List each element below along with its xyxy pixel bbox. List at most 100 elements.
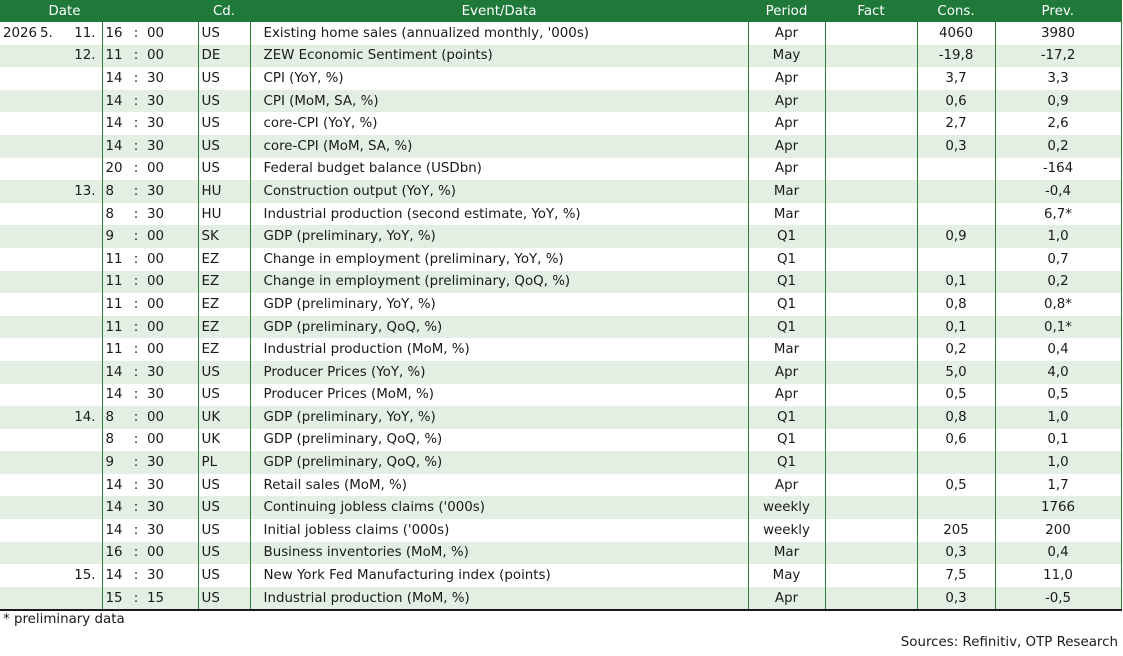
country-code: EZ — [197, 293, 251, 316]
header-country-code: Cd. — [212, 3, 236, 19]
date-day — [58, 271, 102, 294]
header-event: Event/Data — [461, 3, 537, 19]
previous-value: 0,8* — [994, 293, 1122, 316]
date-day — [58, 135, 102, 158]
date-month — [38, 271, 58, 294]
consensus-value: 4060 — [916, 22, 996, 45]
period: Apr — [747, 157, 826, 181]
previous-value: 4,0 — [994, 360, 1122, 384]
country-code: EZ — [197, 270, 251, 294]
header-fact: Fact — [857, 3, 885, 19]
previous-value: 0,9 — [994, 89, 1122, 113]
header-time-spacer — [129, 0, 198, 22]
date-year — [0, 45, 38, 68]
consensus-value: 0,6 — [916, 428, 996, 452]
time-separator: : — [133, 206, 139, 222]
table-row: 14:30 US CPI (MoM, SA, %) Apr 0,6 0,9 — [0, 89, 1122, 113]
time-minute: 30 — [147, 477, 165, 493]
period: Apr — [747, 22, 826, 45]
table-row: 11:00 EZ Change in employment (preliminary… — [0, 270, 1122, 294]
table-row: 14:30 US core-CPI (YoY, %) Apr 2,7 2,6 — [0, 112, 1122, 135]
consensus-value — [916, 247, 996, 271]
table-row: 15:15 US Industrial production (MoM, %) Apr… — [0, 586, 1122, 611]
time-minute: 15 — [147, 590, 165, 606]
event-name: Initial jobless claims ('000s) — [249, 519, 749, 542]
period: Apr — [747, 112, 826, 135]
date-year — [0, 474, 38, 497]
time-minute: 30 — [147, 522, 165, 538]
fact-value — [824, 247, 918, 271]
country-code: US — [197, 67, 251, 90]
date-year — [0, 338, 38, 361]
consensus-value: 0,3 — [916, 134, 996, 158]
time-minute: 30 — [147, 116, 165, 132]
time-hour: 11 — [101, 338, 130, 361]
event-name: ZEW Economic Sentiment (points) — [249, 44, 749, 68]
consensus-value: 0,9 — [916, 225, 996, 248]
footnote: * preliminary data — [3, 612, 125, 627]
time-hour: 11 — [101, 293, 130, 316]
table-row: 11:00 EZ Industrial production (MoM, %) Mar… — [0, 338, 1122, 361]
time-hour: 14 — [101, 473, 130, 497]
table-row: 14. 8:00 UK GDP (preliminary, YoY, %) Q1 0,8 1… — [0, 406, 1122, 429]
table-row: 14:30 US CPI (YoY, %) Apr 3,7 3,3 — [0, 67, 1122, 90]
fact-value — [824, 67, 918, 90]
date-day — [58, 316, 102, 339]
time-separator: : — [133, 161, 139, 177]
period: weekly — [747, 496, 826, 520]
time-hour: 14 — [101, 496, 130, 520]
date-month — [38, 542, 58, 565]
time-minute: 00 — [147, 432, 165, 448]
table-row: 12. 11:00 DE ZEW Economic Sentiment (points… — [0, 44, 1122, 68]
country-code: EZ — [197, 338, 251, 361]
country-code: EZ — [197, 315, 251, 339]
date-year — [0, 135, 38, 158]
period: Mar — [747, 202, 826, 226]
period: Apr — [747, 89, 826, 113]
time-hour: 8 — [101, 406, 130, 429]
time-separator: : — [133, 364, 139, 380]
time-hour: 14 — [101, 67, 130, 90]
table-row: 14:30 US Initial jobless claims ('000s) wee… — [0, 519, 1122, 542]
time-hour: 14 — [101, 383, 130, 407]
period: Q1 — [747, 428, 826, 452]
date-month — [38, 496, 58, 519]
date-month — [38, 293, 58, 316]
date-day — [58, 429, 102, 452]
date-year — [0, 90, 38, 113]
date-month: 5. — [40, 25, 53, 41]
fact-value — [824, 519, 918, 542]
table-row: 14:30 US Retail sales (MoM, %) Apr 0,5 1,7 — [0, 473, 1122, 497]
date-month — [38, 406, 58, 429]
date-month — [38, 67, 58, 90]
fact-value — [824, 157, 918, 181]
period: Apr — [747, 586, 826, 611]
time-separator: : — [133, 93, 139, 109]
period: weekly — [747, 519, 826, 542]
date-year — [0, 542, 38, 565]
country-code: UK — [197, 428, 251, 452]
period: May — [747, 564, 826, 587]
date-year — [0, 316, 38, 339]
date-day: 12. — [74, 48, 96, 64]
country-code: EZ — [197, 247, 251, 271]
header-period: Period — [765, 3, 808, 19]
header-consensus: Cons. — [937, 3, 975, 19]
time-minute: 00 — [147, 274, 165, 290]
date-month — [38, 180, 58, 203]
time-hour: 14 — [101, 519, 130, 542]
consensus-value — [916, 202, 996, 226]
time-separator: : — [133, 455, 139, 471]
country-code: DE — [197, 44, 251, 68]
event-name: Change in employment (preliminary, QoQ, … — [249, 270, 749, 294]
time-hour: 8 — [101, 428, 130, 452]
consensus-value: 0,2 — [916, 338, 996, 361]
table-row: 9:30 PL GDP (preliminary, QoQ, %) Q1 1,0 — [0, 451, 1122, 474]
date-day — [58, 361, 102, 384]
country-code: US — [197, 22, 251, 45]
previous-value: 1,0 — [994, 406, 1122, 429]
date-day — [58, 474, 102, 497]
previous-value: 200 — [994, 519, 1122, 542]
date-year — [0, 564, 38, 587]
time-separator: : — [133, 477, 139, 493]
